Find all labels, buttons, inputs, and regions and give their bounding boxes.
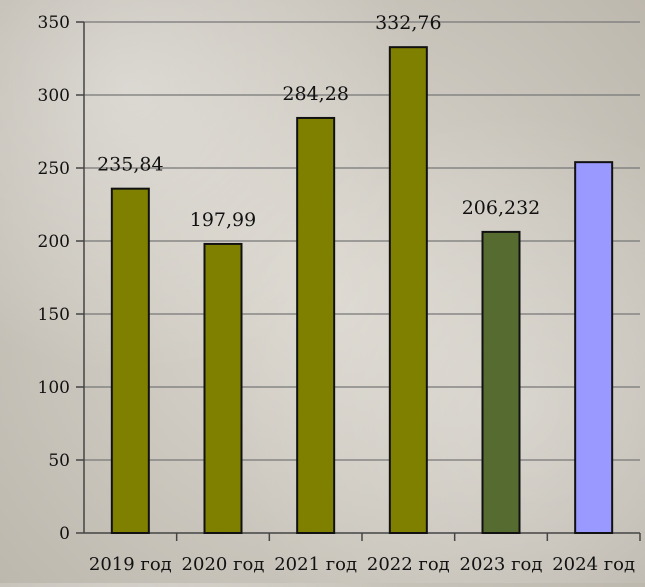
- x-tick-label: 2022 год: [367, 554, 450, 575]
- data-label: 206,232: [462, 197, 541, 219]
- bar: [388, 46, 428, 534]
- x-tick-label: 2020 год: [182, 554, 265, 575]
- bar: [574, 161, 614, 534]
- labels: 2019 год 235,84 2020 год 197,99 2021 год 284,…: [89, 12, 635, 575]
- x-tick-label: 2024 год: [552, 554, 635, 575]
- data-label: 197,99: [190, 209, 256, 231]
- axes: 0 50 100 150 200 250 300 350: [38, 13, 641, 544]
- y-tick-label: 200: [38, 232, 70, 252]
- y-tick-label: 150: [38, 305, 70, 325]
- y-tick-label: 0: [59, 524, 70, 544]
- data-label: 235,84: [97, 154, 163, 176]
- bar: [110, 187, 150, 534]
- x-tick-label: 2019 год: [89, 554, 172, 575]
- bar: [481, 230, 521, 534]
- bars: [110, 46, 614, 534]
- bar: [296, 116, 336, 534]
- gridlines: [84, 21, 640, 461]
- y-tick-label: 300: [38, 86, 70, 106]
- y-tick-label: 350: [38, 13, 70, 33]
- x-tick-label: 2021 год: [274, 554, 357, 575]
- y-tick-label: 100: [38, 378, 70, 398]
- y-tick-label: 250: [38, 159, 70, 179]
- data-label: 332,76: [375, 12, 441, 34]
- data-label: 284,28: [282, 83, 348, 105]
- y-tick-label: 50: [48, 451, 70, 471]
- x-tick-label: 2023 год: [460, 554, 543, 575]
- bar: [203, 242, 243, 534]
